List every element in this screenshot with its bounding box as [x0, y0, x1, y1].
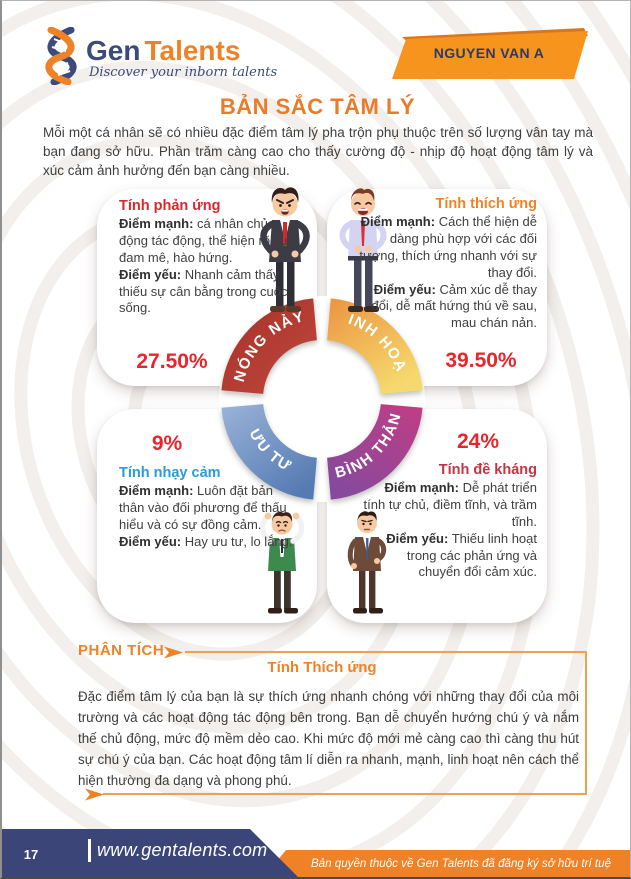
brand-gen: Gen [86, 35, 141, 66]
trait-weaknesses-adaptive: Điểm yếu: Cảm xúc dễ thay đổi, dễ mất hứ… [354, 282, 537, 333]
intro-paragraph: Mỗi một cá nhân sẽ có nhiều đặc điểm tâm… [43, 125, 593, 179]
arrow-right-icon [164, 646, 183, 659]
trait-strengths-reactive: Điểm mạnh: cá nhân chủ động tác động, th… [119, 216, 289, 267]
analysis-box-right-border [585, 651, 587, 795]
weaknesses-label: Điểm yếu: [386, 530, 449, 546]
analysis-section-label: PHÂN TÍCH [78, 642, 165, 659]
trait-strengths-adaptive: Điểm mạnh: Cách thể hiện dễ dàng phù hợp… [354, 214, 537, 282]
footer-divider-bar [88, 839, 91, 862]
trait-title-reactive: Tính phản ứng [119, 198, 221, 214]
percent-uu-tu: 9% [151, 432, 183, 455]
weaknesses-label: Điểm yếu: [119, 266, 182, 282]
strengths-label: Điểm mạnh: [360, 214, 436, 229]
weaknesses-label: Điểm yếu: [119, 533, 182, 549]
trait-title-sensitive: Tính nhạy cảm [119, 465, 221, 481]
strengths-label: Điểm mạnh: [384, 480, 459, 495]
strengths-label: Điểm mạnh: [119, 216, 194, 231]
copyright-text: Bản quyền thuộc về Gen Talents đã đăng k… [310, 857, 612, 870]
page-title: BẢN SẮC TÂM LÝ [219, 94, 416, 119]
analysis-trait-title: Tính Thích ứng [267, 659, 377, 676]
brand-tagline: Discover your inborn talents [89, 65, 278, 80]
brand-talents: Talents [144, 35, 241, 66]
trait-title-resistant: Tính đề kháng [438, 462, 537, 478]
trait-block-adaptive: Tính thích ứng Điểm mạnh: Cách thể hiện … [354, 196, 537, 332]
percent-binh-than: 24% [456, 430, 500, 453]
page-number: 17 [23, 847, 39, 862]
trait-weaknesses-sensitive: Điểm yếu: Hay ưu tư, lo lắng. [119, 534, 295, 551]
weaknesses-label: Điểm yếu: [373, 281, 436, 297]
trait-block-resistant: Tính đề kháng Điểm mạnh: Dễ phát triển t… [362, 462, 537, 581]
percent-linh-hoat: 39.50% [445, 349, 517, 372]
weaknesses-text: Hay ưu tư, lo lắng. [184, 533, 293, 549]
name-badge-ribbon [392, 28, 588, 79]
trait-block-sensitive: Tính nhạy cảm Điểm mạnh: Luôn đặt bản th… [119, 465, 295, 551]
candidate-name: NGUYEN VAN A [433, 45, 545, 61]
trait-weaknesses-resistant: Điểm yếu: Thiếu linh hoạt trong các phản… [362, 531, 537, 582]
trait-title-adaptive: Tính thích ứng [435, 196, 537, 212]
analysis-box-top-border [185, 651, 587, 653]
gentalents-dna-logo-icon [45, 27, 77, 85]
website-link[interactable]: www.gentalents.com [97, 840, 268, 860]
trait-strengths-sensitive: Điểm mạnh: Luôn đặt bản thân vào đối phư… [119, 483, 295, 534]
analysis-body-text: Đặc điểm tâm lý của bạn là sự thích ứng … [78, 689, 579, 789]
trait-block-reactive: Tính phản ứng Điểm mạnh: cá nhân chủ độn… [119, 198, 289, 317]
strengths-label: Điểm mạnh: [119, 483, 194, 498]
brand-wordmark: Gen Talents [86, 35, 240, 67]
trait-weaknesses-reactive: Điểm yếu: Nhanh cảm thấy thiếu sự cân bằ… [119, 267, 289, 318]
analysis-box-bottom-border [103, 793, 587, 795]
trait-strengths-resistant: Điểm mạnh: Dễ phát triển tính tự chủ, đi… [362, 480, 537, 531]
percent-nong-nay: 27.50% [136, 350, 208, 373]
